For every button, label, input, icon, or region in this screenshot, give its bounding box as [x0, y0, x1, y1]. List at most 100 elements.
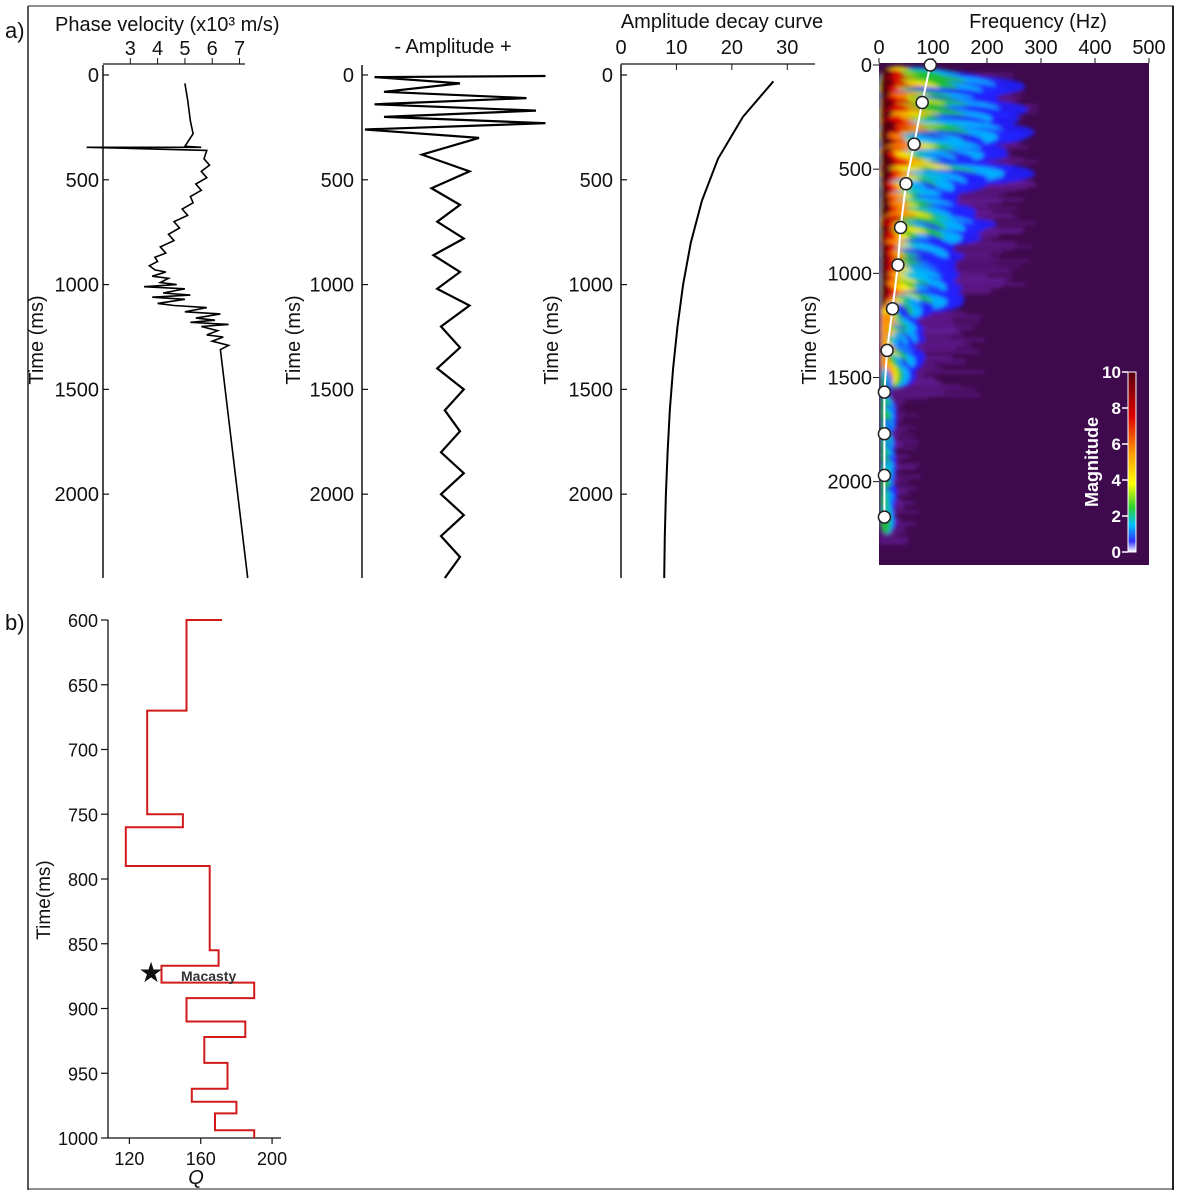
x-tick-label: 7: [234, 38, 245, 60]
trace-panel: - Amplitude + 0 500 1000 1500 2000 Time (ms): [283, 36, 546, 579]
decay-x-ticks: 0 10 20 30: [615, 37, 815, 70]
panel-b-label: b): [5, 610, 25, 635]
y-tick-label: 850: [68, 935, 98, 955]
y-tick-label: 0: [343, 65, 354, 87]
energy-streak: [879, 540, 909, 542]
trace-series: [364, 74, 546, 579]
velocity-axis-title: Phase velocity (x10³ m/s): [55, 14, 280, 36]
energy-streak: [879, 475, 921, 478]
peak-frequency-point: [877, 427, 892, 441]
x-tick-label: 300: [1024, 37, 1057, 59]
energy-streak: [879, 370, 985, 373]
q-x-label: Q: [188, 1167, 204, 1189]
trace-y-ticks: 0 500 1000 1500 2000: [310, 65, 368, 578]
x-tick-label: 400: [1078, 37, 1111, 59]
trace-y-label: Time (ms): [283, 295, 305, 384]
energy-streak: [879, 426, 918, 429]
energy-streak: [879, 446, 916, 449]
colorbar-tick-label: 10: [1102, 363, 1121, 382]
energy-streak: [879, 435, 914, 437]
energy-streak: [879, 464, 920, 467]
x-tick-label: 100: [916, 37, 949, 59]
frequency-x-label: Frequency (Hz): [969, 11, 1107, 33]
colorbar: [1127, 371, 1137, 553]
energy-streak: [879, 414, 919, 417]
colorbar-ticks: 0 2 4 6 8 10: [1102, 363, 1128, 562]
y-tick-label: 1500: [569, 379, 614, 401]
energy-streak: [879, 522, 917, 525]
frequency-y-label: Time (ms): [799, 295, 821, 384]
energy-streak: [879, 487, 917, 490]
q-y-label: Time(ms): [34, 860, 55, 940]
energy-streak: [879, 394, 981, 397]
y-tick-label: 800: [68, 870, 98, 890]
y-tick-label: 2000: [55, 484, 100, 506]
panel-a-label: a): [5, 18, 25, 43]
y-tick-label: 1000: [828, 263, 873, 285]
frequency-x-ticks: 0 100 200 300 400 500: [873, 37, 1166, 63]
q-profile-line: [124, 619, 256, 1138]
x-tick-label: 6: [207, 38, 218, 60]
energy-streak: [879, 385, 962, 388]
peak-frequency-point: [877, 468, 892, 483]
y-tick-label: 1000: [55, 275, 100, 297]
colorbar-tick-label: 2: [1112, 507, 1121, 526]
trace-x-label: - Amplitude +: [394, 36, 511, 58]
velocity-series: [86, 83, 249, 579]
y-tick-label: 750: [68, 805, 98, 825]
peak-frequency-point: [877, 385, 892, 399]
energy-streak: [879, 388, 976, 391]
y-tick-label: 650: [68, 676, 98, 696]
x-tick-label: 0: [615, 37, 626, 59]
x-tick-label: 3: [125, 38, 136, 60]
y-tick-label: 0: [602, 65, 613, 87]
q-panel: 600 650 700 750 800 850 900 950 1000 120 160 200 Q…: [34, 611, 287, 1189]
colorbar-tick-label: 8: [1112, 399, 1121, 418]
frequency-panel: Frequency (Hz) 0 100 200 300 400 500 05001000…: [799, 11, 1166, 565]
peak-frequency-point: [885, 302, 900, 316]
y-tick-label: 2000: [310, 484, 355, 506]
velocity-y-ticks: 0 500 1000 1500 2000: [55, 65, 109, 578]
peak-frequency-point: [899, 177, 913, 191]
energy-streak: [879, 537, 909, 540]
y-tick-label: 900: [68, 1000, 98, 1020]
x-tick-label: 200: [257, 1149, 287, 1169]
peak-frequency-point: [923, 58, 938, 72]
macasty-star-icon: ★: [138, 957, 163, 988]
y-tick-label: 700: [68, 741, 98, 761]
peak-frequency-point: [877, 510, 892, 524]
x-tick-label: 4: [152, 38, 163, 60]
colorbar-tick-label: 0: [1112, 543, 1121, 562]
decay-series: [663, 80, 775, 579]
x-tick-label: 500: [1132, 37, 1165, 59]
decay-panel: Amplitude decay curve 0 10 20 30 0 500 1000 15…: [541, 11, 823, 579]
energy-streak: [879, 344, 971, 347]
decay-curve: [663, 80, 775, 579]
x-tick-label: 20: [721, 37, 743, 59]
peak-frequency-series: [877, 58, 938, 524]
decay-title: Amplitude decay curve: [621, 11, 823, 33]
energy-streak: [879, 467, 916, 470]
colorbar-tick-label: 6: [1112, 435, 1121, 454]
frequency-y-ticks: 0 500 1000 1500 2000: [828, 55, 879, 494]
energy-streak: [879, 338, 986, 341]
trace-line: [364, 74, 546, 579]
y-tick-label: 950: [68, 1064, 98, 1084]
spectrogram-energy: [879, 66, 1039, 545]
energy-streak: [879, 531, 906, 534]
y-tick-label: 1500: [55, 379, 100, 401]
velocity-line: [86, 83, 249, 579]
peak-frequency-point: [915, 95, 929, 110]
energy-streak: [879, 397, 928, 400]
colorbar-label: Magnitude: [1082, 417, 1102, 507]
energy-streak: [879, 245, 1033, 248]
decay-y-label: Time (ms): [541, 295, 563, 384]
y-tick-label: 2000: [828, 472, 873, 494]
energy-streak: [879, 391, 945, 394]
q-x-ticks: 120 160 200: [108, 1137, 287, 1169]
energy-streak: [879, 440, 919, 443]
y-tick-label: 500: [839, 159, 872, 181]
y-tick-label: 1000: [569, 275, 614, 297]
